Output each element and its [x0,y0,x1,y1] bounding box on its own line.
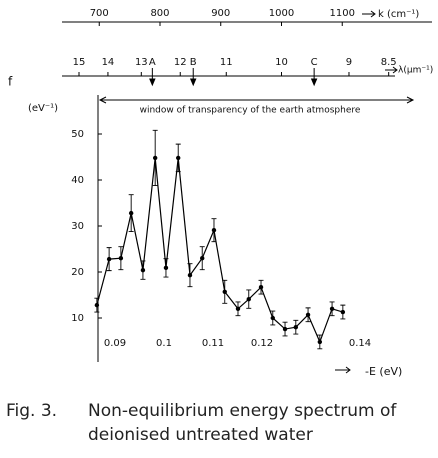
x-tick-label: 0.09 [104,338,126,349]
data-point [235,306,241,311]
marker-arrow-head [189,78,197,87]
data-point [258,284,264,290]
lambda-tick-label: 10 [275,57,288,68]
y-tick-label: 30 [71,221,84,232]
data-point [187,273,193,278]
marker-label: C [311,57,318,68]
y-tick-label: 40 [71,175,84,186]
data-point [282,326,288,332]
y-tick-label: 10 [71,313,84,324]
k-tick-label: 1100 [330,8,355,19]
lambda-axis-label: λ(μm⁻¹) [398,66,433,76]
data-point [246,296,251,302]
window-arrow-heads [98,96,415,104]
lambda-tick-label: 13 [135,57,148,68]
lambda-tick-label: 15 [73,57,86,68]
caption-line: deionised untreated water [88,425,313,445]
x-tick-label: 0.1 [156,338,172,349]
caption-line: Non-equilibrium energy spectrum of [88,401,397,421]
lambda-tick-label: 12 [174,57,187,68]
data-point [340,309,346,315]
data-point [200,256,205,261]
data-point [176,155,181,161]
data-point [222,289,227,294]
lambda-tick-label: 11 [220,57,233,68]
y-axis-label: f [8,75,13,89]
lambda-tick-label: 8.5 [381,57,397,68]
marker-arrow-head [149,78,156,87]
x-tick-label: 0.11 [202,338,224,349]
x-tick-label: 0.14 [349,338,371,349]
y-tick-label: 20 [71,267,84,278]
k-axis-label: k (cm⁻¹) [378,9,419,20]
data-point [118,256,124,261]
data-point [163,265,169,271]
marker-label: B [190,57,197,68]
x-axis-label: -E (eV) [365,365,402,378]
lambda-tick-label: 14 [102,57,115,68]
marker-arrow-head [310,78,318,87]
y-tick-label: 50 [71,129,84,140]
k-tick-label: 1000 [269,8,294,19]
k-tick-label: 900 [211,8,230,19]
k-tick-label: 700 [90,8,109,19]
data-point [152,155,158,161]
data-point [211,227,217,233]
data-point [140,267,146,273]
y-axis-unit: (eV⁻¹) [28,103,58,114]
data-point [317,339,323,345]
marker-label: A [149,57,156,68]
data-line [96,157,344,344]
data-point [128,210,134,216]
data-point [305,312,311,317]
data-point [293,325,299,330]
data-point [94,302,100,308]
lambda-label-arrow-head [392,66,398,74]
k-tick-label: 800 [150,8,169,19]
data-point [270,315,275,321]
lambda-tick-label: 9 [346,57,352,68]
caption-label: Fig. 3. [6,401,57,421]
data-point [106,256,112,262]
k-label-arrow-head [370,10,376,18]
data-point [329,306,335,311]
window-annotation: window of transparency of the earth atmo… [140,106,361,116]
x-tick-label: 0.12 [251,338,273,349]
x-label-arrow-head [345,366,351,374]
